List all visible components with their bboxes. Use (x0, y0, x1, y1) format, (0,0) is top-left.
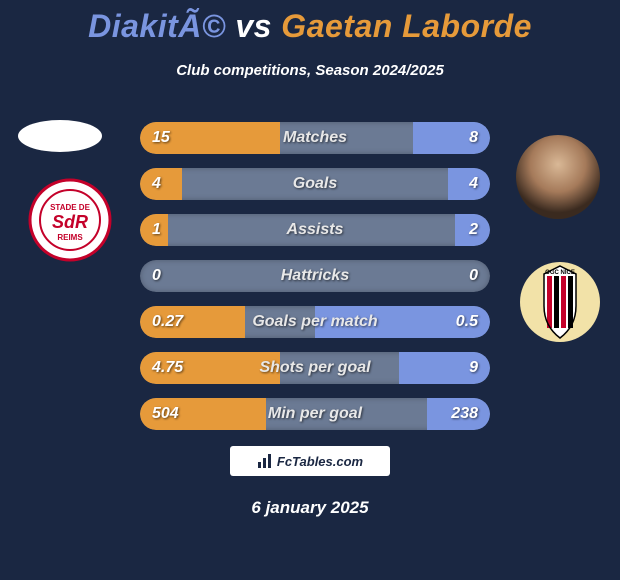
stat-row: 12Assists (140, 214, 490, 246)
crest-left: STADE DE SdR REIMS (28, 178, 112, 262)
svg-text:OGC NICE: OGC NICE (545, 270, 575, 276)
stat-row: 00Hattricks (140, 260, 490, 292)
stat-label: Matches (140, 129, 490, 147)
chart-icon (257, 453, 273, 469)
stat-row: 44Goals (140, 168, 490, 200)
stat-label: Hattricks (140, 267, 490, 285)
avatar-player1 (18, 120, 102, 152)
crest-right: OGC NICE (518, 260, 602, 344)
stat-label: Assists (140, 221, 490, 239)
stat-label: Shots per goal (140, 359, 490, 377)
title-player1: DiakitÃ© (88, 8, 226, 44)
stat-label: Goals (140, 175, 490, 193)
stat-row: 158Matches (140, 122, 490, 154)
footer-brand-text: FcTables.com (277, 454, 363, 469)
subtitle: Club competitions, Season 2024/2025 (0, 62, 620, 79)
stat-label: Min per goal (140, 405, 490, 423)
stat-label: Goals per match (140, 313, 490, 331)
nice-crest-icon: OGC NICE (518, 260, 602, 344)
footer-date: 6 january 2025 (0, 498, 620, 518)
stat-row: 4.759Shots per goal (140, 352, 490, 384)
page-title: DiakitÃ© vs Gaetan Laborde (0, 8, 620, 45)
title-player2: Gaetan Laborde (281, 8, 532, 44)
svg-text:SdR: SdR (52, 212, 88, 232)
title-vs: vs (235, 8, 281, 44)
stats-rows: 158Matches 44Goals 12Assists 00Hattricks 0.2… (140, 122, 490, 444)
stat-row: 0.270.5Goals per match (140, 306, 490, 338)
svg-text:STADE DE: STADE DE (50, 203, 91, 212)
reims-crest-icon: STADE DE SdR REIMS (28, 178, 112, 262)
footer-brand: FcTables.com (230, 446, 390, 476)
avatar-player2 (516, 135, 600, 219)
svg-text:REIMS: REIMS (57, 233, 83, 242)
stat-row: 504238Min per goal (140, 398, 490, 430)
